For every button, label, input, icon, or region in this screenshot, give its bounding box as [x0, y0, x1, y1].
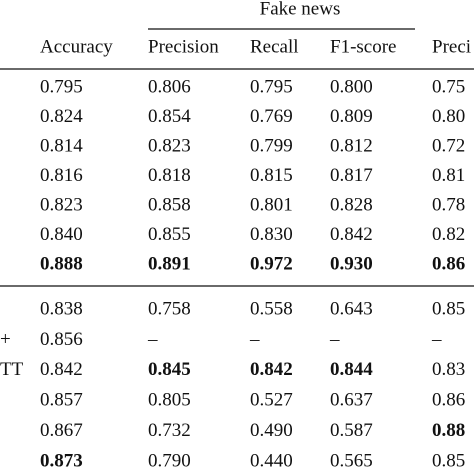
- column-header: Accuracy: [40, 36, 113, 57]
- cell: 0.867: [40, 420, 83, 441]
- cell: 0.587: [330, 420, 373, 441]
- cell: 0.815: [250, 165, 293, 186]
- cell: 0.78: [432, 194, 465, 215]
- cell: 0.814: [40, 135, 83, 156]
- cell: 0.81: [432, 165, 465, 186]
- cell: 0.842: [330, 224, 373, 245]
- cell: 0.799: [250, 135, 293, 156]
- cell: 0.805: [148, 390, 191, 411]
- cell: 0.440: [250, 450, 293, 471]
- cell: 0.800: [330, 76, 373, 97]
- cell: –: [249, 329, 260, 350]
- cell: 0.758: [148, 298, 191, 319]
- cell: 0.828: [330, 194, 373, 215]
- cell: 0.812: [330, 135, 373, 156]
- cell: 0.790: [148, 450, 191, 471]
- row-label: TT: [0, 359, 24, 380]
- cell: 0.82: [432, 224, 465, 245]
- cell: 0.842: [250, 359, 293, 380]
- cell: 0.856: [40, 329, 83, 350]
- row-label: +: [0, 329, 11, 350]
- cell: 0.840: [40, 224, 83, 245]
- cell: 0.844: [330, 359, 373, 380]
- cell: 0.854: [148, 106, 191, 127]
- cell: 0.769: [250, 106, 293, 127]
- column-header: F1-score: [330, 36, 396, 57]
- cell: 0.75: [432, 76, 465, 97]
- cell: 0.830: [250, 224, 293, 245]
- cell: 0.80: [432, 106, 465, 127]
- cell: –: [147, 329, 158, 350]
- cell: 0.86: [432, 390, 465, 411]
- cell: 0.795: [250, 76, 293, 97]
- cell: 0.857: [40, 390, 83, 411]
- cell: 0.643: [330, 298, 373, 319]
- cell: 0.873: [40, 450, 83, 471]
- cell: 0.845: [148, 359, 191, 380]
- cell: 0.888: [40, 253, 83, 274]
- cell: 0.838: [40, 298, 83, 319]
- cell: 0.823: [40, 194, 83, 215]
- cell: 0.85: [432, 298, 465, 319]
- cell: 0.86: [432, 253, 465, 274]
- group-header: Fake news: [260, 0, 341, 19]
- cell: 0.85: [432, 450, 465, 471]
- cell: 0.816: [40, 165, 83, 186]
- cell: 0.558: [250, 298, 293, 319]
- cell: 0.527: [250, 390, 293, 411]
- cell: 0.818: [148, 165, 191, 186]
- cell: 0.972: [250, 253, 293, 274]
- cell: 0.823: [148, 135, 191, 156]
- column-header: Recall: [250, 36, 299, 57]
- cell: –: [431, 329, 442, 350]
- cell: 0.88: [432, 420, 465, 441]
- cell: 0.842: [40, 359, 83, 380]
- cell: 0.490: [250, 420, 293, 441]
- cell: 0.83: [432, 359, 465, 380]
- column-header: Preci: [432, 36, 471, 57]
- cell: 0.801: [250, 194, 293, 215]
- cell: –: [329, 329, 340, 350]
- cell: 0.855: [148, 224, 191, 245]
- column-header: Precision: [148, 36, 219, 57]
- cell: 0.637: [330, 390, 373, 411]
- cell: 0.817: [330, 165, 373, 186]
- cell: 0.795: [40, 76, 83, 97]
- cell: 0.565: [330, 450, 373, 471]
- cell: 0.858: [148, 194, 191, 215]
- cell: 0.72: [432, 135, 465, 156]
- cell: 0.806: [148, 76, 191, 97]
- cell: 0.732: [148, 420, 191, 441]
- cell: 0.891: [148, 253, 191, 274]
- cell: 0.824: [40, 106, 83, 127]
- cell: 0.809: [330, 106, 373, 127]
- cell: 0.930: [330, 253, 373, 274]
